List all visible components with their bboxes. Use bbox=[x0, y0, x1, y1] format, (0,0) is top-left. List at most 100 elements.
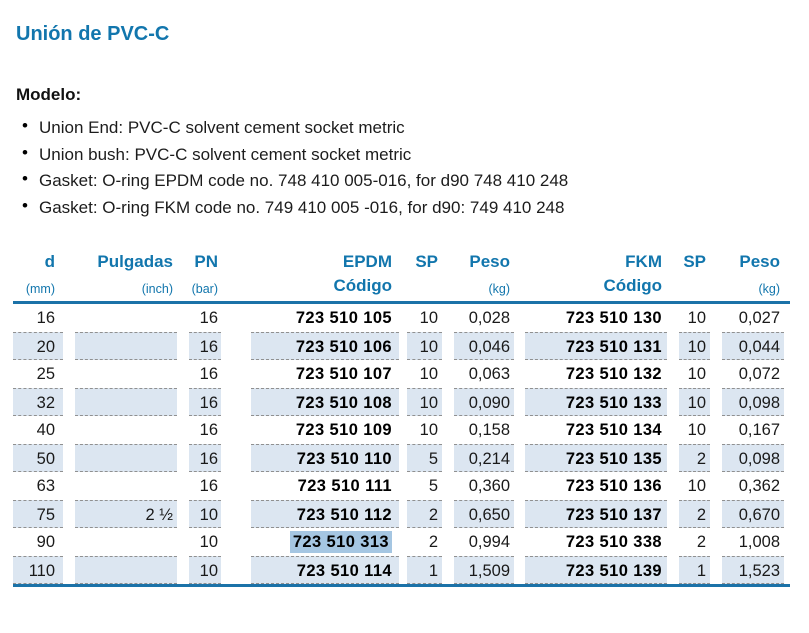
cell-epdm-codigo: 723 510 114 bbox=[251, 556, 399, 584]
col-unit-bar: (bar) bbox=[191, 282, 218, 296]
col-header-sp-fkm: SP bbox=[683, 252, 706, 271]
col-unit-epdm-codigo: Código bbox=[333, 276, 392, 295]
cell-peso-fkm: 1,008 bbox=[738, 533, 780, 551]
model-list-item: • Union bush: PVC-C solvent cement socket… bbox=[22, 142, 793, 169]
model-list: • Union End: PVC-C solvent cement socket … bbox=[16, 115, 793, 221]
cell-sp-epdm: 1 bbox=[407, 556, 442, 584]
cell-epdm-codigo: 723 510 105 bbox=[295, 309, 392, 327]
cell-sp-fkm: 10 bbox=[687, 309, 706, 327]
cell-sp-epdm: 2 bbox=[407, 500, 442, 528]
cell-sp-fkm: 10 bbox=[679, 332, 710, 360]
table-body: 16 16 723 510 105 10 0,028 723 510 130 1… bbox=[13, 304, 790, 587]
cell-pn: 16 bbox=[189, 388, 221, 416]
col-header-pn: PN bbox=[194, 252, 218, 271]
cell-pn: 10 bbox=[199, 533, 218, 551]
cell-peso-epdm: 0,046 bbox=[454, 332, 514, 360]
cell-pn: 10 bbox=[189, 500, 221, 528]
table-row: 20 16 723 510 106 10 0,046 723 510 131 1… bbox=[13, 332, 790, 360]
cell-pn: 10 bbox=[189, 556, 221, 584]
table-row: 110 10 723 510 114 1 1,509 723 510 139 1… bbox=[13, 556, 790, 584]
cell-sp-epdm: 10 bbox=[407, 388, 442, 416]
cell-peso-epdm: 0,028 bbox=[468, 309, 510, 327]
table-row: 16 16 723 510 105 10 0,028 723 510 130 1… bbox=[13, 304, 790, 332]
table-row: 50 16 723 510 110 5 0,214 723 510 135 2 … bbox=[13, 444, 790, 472]
cell-fkm-codigo: 723 510 131 bbox=[525, 332, 667, 360]
cell-sp-fkm: 2 bbox=[696, 533, 706, 551]
cell-epdm-codigo: 723 510 112 bbox=[251, 500, 399, 528]
cell-peso-fkm: 0,044 bbox=[722, 332, 784, 360]
bullet-icon: • bbox=[22, 142, 28, 162]
cell-pulgadas bbox=[75, 304, 177, 332]
cell-fkm-codigo: 723 510 130 bbox=[565, 309, 662, 327]
cell-epdm-codigo: 723 510 108 bbox=[251, 388, 399, 416]
table-row: 40 16 723 510 109 10 0,158 723 510 134 1… bbox=[13, 416, 790, 444]
datasheet-page: Unión de PVC-C Modelo: • Union End: PVC-C… bbox=[13, 24, 793, 587]
cell-pn: 16 bbox=[189, 332, 221, 360]
cell-pulgadas bbox=[75, 444, 177, 472]
cell-sp-fkm: 10 bbox=[679, 388, 710, 416]
table-row: 63 16 723 510 111 5 0,360 723 510 136 10… bbox=[13, 472, 790, 500]
cell-sp-fkm: 2 bbox=[679, 500, 710, 528]
cell-pn: 16 bbox=[199, 365, 218, 383]
col-unit-kg-epdm: (kg) bbox=[488, 282, 510, 296]
cell-d: 16 bbox=[36, 309, 55, 327]
cell-peso-fkm: 0,670 bbox=[722, 500, 784, 528]
col-header-fkm: FKM bbox=[625, 252, 662, 271]
cell-peso-fkm: 0,027 bbox=[738, 309, 780, 327]
table-row: 90 10 723 510 313 2 0,994 723 510 338 2 … bbox=[13, 528, 790, 556]
cell-d: 25 bbox=[36, 365, 55, 383]
cell-pulgadas bbox=[75, 360, 177, 388]
table-row: 32 16 723 510 108 10 0,090 723 510 133 1… bbox=[13, 388, 790, 416]
cell-fkm-codigo: 723 510 139 bbox=[525, 556, 667, 584]
cell-pulgadas bbox=[75, 416, 177, 444]
cell-peso-epdm: 0,063 bbox=[468, 365, 510, 383]
cell-sp-epdm: 10 bbox=[419, 309, 438, 327]
cell-pn: 16 bbox=[189, 444, 221, 472]
cell-sp-fkm: 10 bbox=[687, 421, 706, 439]
cell-peso-epdm: 1,509 bbox=[454, 556, 514, 584]
col-unit-fkm-codigo: Código bbox=[603, 276, 662, 295]
cell-sp-fkm: 2 bbox=[679, 444, 710, 472]
col-unit-inch: (inch) bbox=[141, 282, 173, 296]
cell-pn: 16 bbox=[199, 421, 218, 439]
model-item-text: Gasket: O-ring FKM code no. 749 410 005 … bbox=[39, 197, 565, 217]
cell-epdm-codigo: 723 510 111 bbox=[297, 477, 392, 495]
cell-d: 90 bbox=[36, 533, 55, 551]
cell-peso-epdm: 0,360 bbox=[468, 477, 510, 495]
bullet-icon: • bbox=[22, 116, 28, 135]
col-unit-mm: (mm) bbox=[25, 282, 55, 296]
cell-peso-fkm: 1,523 bbox=[722, 556, 784, 584]
cell-peso-epdm: 0,090 bbox=[454, 388, 514, 416]
cell-pulgadas: 2 ½ bbox=[75, 500, 177, 528]
cell-d: 110 bbox=[13, 556, 63, 584]
cell-peso-epdm: 0,214 bbox=[454, 444, 514, 472]
cell-sp-epdm: 10 bbox=[419, 421, 438, 439]
bullet-icon: • bbox=[22, 195, 28, 215]
model-list-item: • Gasket: O-ring FKM code no. 749 410 005… bbox=[22, 195, 793, 222]
table-row: 75 2 ½ 10 723 510 112 2 0,650 723 510 13… bbox=[13, 500, 790, 528]
cell-peso-fkm: 0,098 bbox=[722, 388, 784, 416]
cell-peso-epdm: 0,158 bbox=[468, 421, 510, 439]
cell-sp-epdm: 5 bbox=[407, 444, 442, 472]
cell-pulgadas bbox=[75, 528, 177, 556]
cell-epdm-codigo: 723 510 107 bbox=[295, 365, 392, 383]
cell-fkm-codigo: 723 510 136 bbox=[565, 477, 662, 495]
cell-epdm-codigo: 723 510 109 bbox=[295, 421, 392, 439]
cell-sp-epdm: 5 bbox=[428, 477, 438, 495]
cell-peso-fkm: 0,098 bbox=[722, 444, 784, 472]
cell-pulgadas bbox=[75, 332, 177, 360]
cell-sp-epdm: 10 bbox=[419, 365, 438, 383]
cell-sp-epdm: 2 bbox=[428, 533, 438, 551]
cell-peso-fkm: 0,072 bbox=[738, 365, 780, 383]
cell-d: 40 bbox=[36, 421, 55, 439]
table-header-units: (mm) (inch) (bar) Código (kg) Código (kg… bbox=[13, 273, 790, 296]
table-header: d Pulgadas PN EPDM SP Peso FKM SP Peso (… bbox=[13, 252, 790, 304]
cell-fkm-codigo: 723 510 135 bbox=[525, 444, 667, 472]
cell-pn: 16 bbox=[199, 477, 218, 495]
cell-pulgadas bbox=[75, 388, 177, 416]
cell-peso-fkm: 0,362 bbox=[738, 477, 780, 495]
table-header-labels: d Pulgadas PN EPDM SP Peso FKM SP Peso bbox=[13, 252, 790, 273]
model-item-text: Union End: PVC-C solvent cement socket m… bbox=[39, 118, 405, 137]
bullet-icon: • bbox=[22, 169, 28, 188]
cell-d: 20 bbox=[13, 332, 63, 360]
